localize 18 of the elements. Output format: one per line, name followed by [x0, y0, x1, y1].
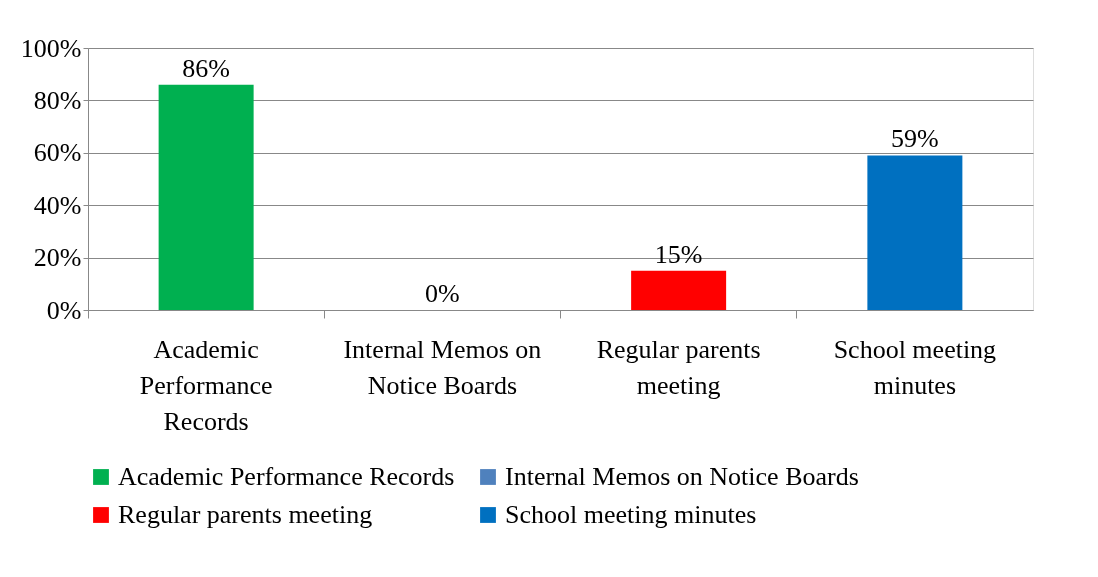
y-tick-label: 20%	[33, 243, 82, 273]
x-tick-label: School meeting minutes	[833, 334, 997, 400]
y-tick-label: 60%	[33, 138, 82, 168]
data-label: 59%	[891, 124, 939, 154]
y-tick-label: 0%	[46, 295, 82, 325]
x-tick-label: Regular parents meeting	[596, 334, 761, 400]
legend-label: Academic Performance Records	[118, 462, 455, 491]
y-tick-label: 40%	[33, 190, 82, 220]
legend-label: Internal Memos on Notice Boards	[505, 462, 859, 491]
y-tick-label: 100%	[20, 33, 82, 63]
x-tick-label: Internal Memos on Notice Boards	[343, 334, 542, 400]
x-tick-label: Academic Performance Records	[139, 334, 273, 436]
data-label: 0%	[425, 279, 460, 308]
data-label: 15%	[654, 239, 703, 269]
legend-label: Regular parents meeting	[118, 500, 373, 529]
data-label: 86%	[182, 53, 230, 83]
legend-label: School meeting minutes	[505, 500, 757, 529]
y-tick-label: 80%	[33, 85, 82, 115]
